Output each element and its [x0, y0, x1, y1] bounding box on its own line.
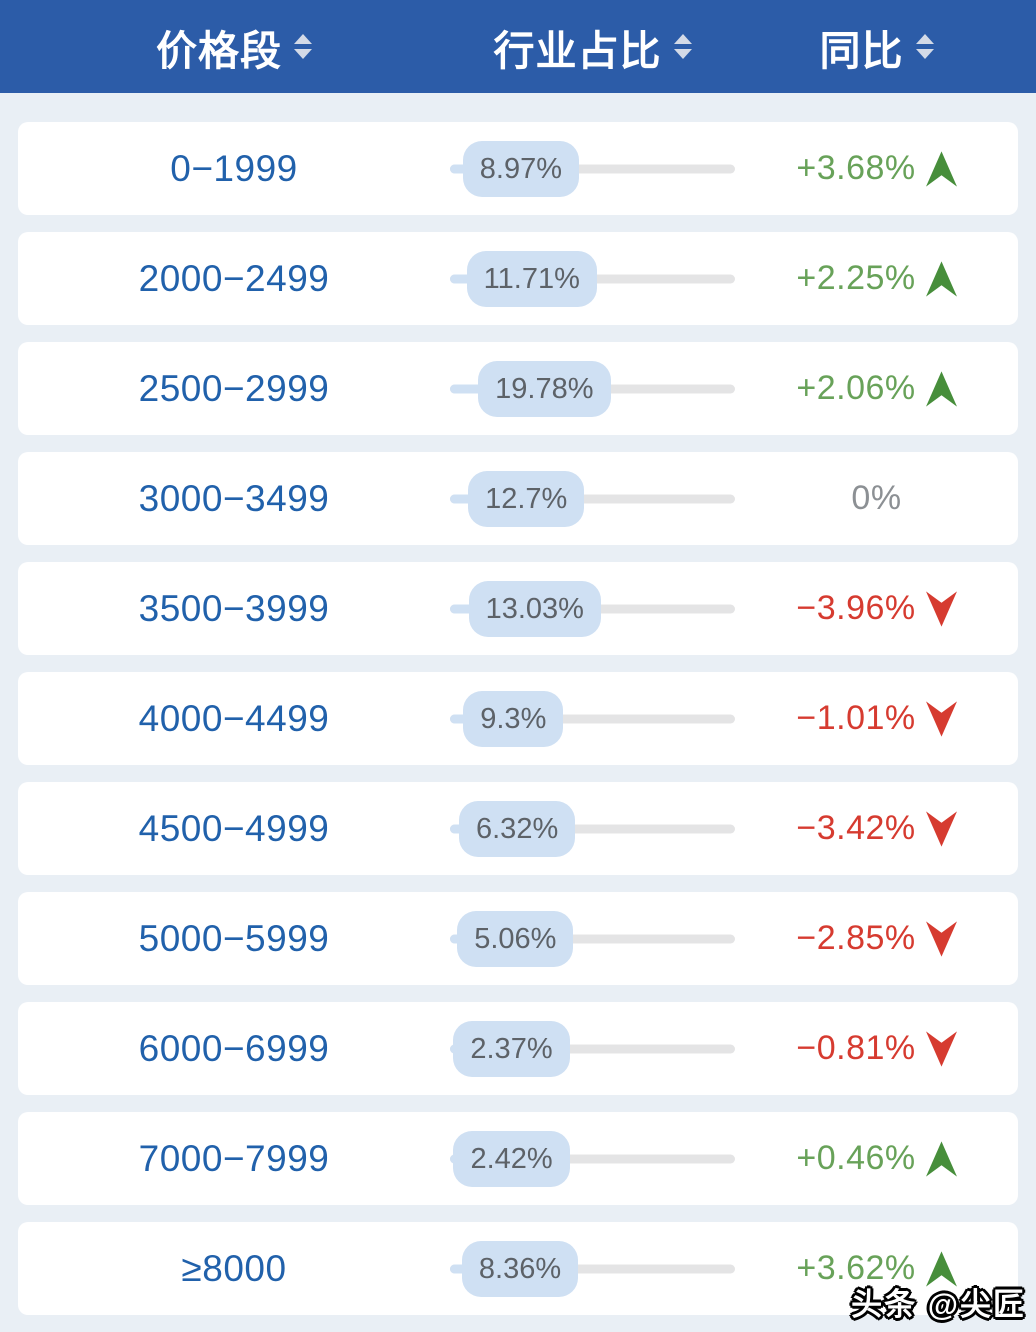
share-bar: 19.78%	[450, 342, 735, 435]
sort-icon[interactable]	[673, 34, 692, 59]
table-header: 价格段 行业占比 同比	[0, 0, 1036, 93]
sort-icon[interactable]	[915, 34, 934, 59]
price-range-label: 2000−2499	[138, 257, 330, 299]
table-row: 6000−6999 2.37% −0.81%	[18, 1002, 1018, 1095]
price-range-label: 0−1999	[170, 147, 298, 189]
table-body: 0−1999 8.97% +3.68% 2000−2499 11.71% +	[0, 93, 1036, 1315]
share-bar-track	[450, 1044, 735, 1053]
price-range-label: 5000−5999	[138, 917, 330, 959]
share-value-pill: 13.03%	[468, 580, 601, 637]
share-value-pill: 19.78%	[478, 360, 611, 417]
column-header-yoy[interactable]: 同比	[735, 17, 1018, 77]
table-row: 7000−7999 2.42% +0.46%	[18, 1112, 1018, 1205]
share-bar: 6.32%	[450, 782, 735, 875]
yoy-change-label: +2.25%	[796, 259, 916, 297]
trend-arrow-icon	[925, 1030, 957, 1067]
trend-arrow-icon	[925, 700, 957, 737]
table-row: 2500−2999 19.78% +2.06%	[18, 342, 1018, 435]
share-bar: 2.42%	[450, 1112, 735, 1205]
share-value-pill: 9.3%	[463, 690, 564, 747]
yoy-change-cell: −1.01%	[735, 672, 1018, 765]
share-value-pill: 5.06%	[457, 910, 574, 967]
trend-arrow-icon	[925, 810, 957, 847]
yoy-change-label: +3.68%	[796, 149, 916, 187]
yoy-change-cell: +2.06%	[735, 342, 1018, 435]
yoy-change-label: −0.81%	[796, 1029, 916, 1067]
yoy-change-cell: −3.96%	[735, 562, 1018, 655]
yoy-change-label: +0.46%	[796, 1139, 916, 1177]
trend-arrow-icon	[925, 150, 957, 187]
yoy-change-cell: +0.46%	[735, 1112, 1018, 1205]
column-header-price-range[interactable]: 价格段	[18, 17, 450, 77]
price-range-label: 4500−4999	[138, 807, 330, 849]
share-bar: 2.37%	[450, 1002, 735, 1095]
share-value-pill: 8.97%	[462, 140, 580, 197]
share-bar: 11.71%	[450, 232, 735, 325]
yoy-change-cell: +3.68%	[735, 122, 1018, 215]
trend-arrow-icon	[925, 1250, 957, 1287]
sort-icon[interactable]	[294, 34, 312, 59]
watermark: 头条 @尖匠	[851, 1287, 1026, 1322]
table-row: ≥8000 8.36% +3.62%	[18, 1222, 1018, 1315]
table-row: 4000−4499 9.3% −1.01%	[18, 672, 1018, 765]
share-value-pill: 2.42%	[453, 1130, 570, 1187]
share-bar: 8.97%	[450, 122, 735, 215]
yoy-change-cell: 0%	[735, 452, 1018, 545]
yoy-change-label: −1.01%	[796, 699, 916, 737]
share-bar-fill	[450, 384, 505, 393]
price-range-label: 6000−6999	[138, 1027, 330, 1069]
trend-arrow-icon	[925, 370, 957, 407]
share-bar: 9.3%	[450, 672, 735, 765]
trend-arrow-icon	[925, 590, 957, 627]
trend-arrow-icon	[925, 260, 957, 297]
price-range-label: 3000−3499	[138, 477, 330, 519]
share-bar-track	[450, 164, 735, 173]
yoy-change-label: +2.06%	[796, 369, 916, 407]
share-bar: 8.36%	[450, 1222, 735, 1315]
table-row: 4500−4999 6.32% −3.42%	[18, 782, 1018, 875]
trend-arrow-icon	[925, 920, 957, 957]
price-range-label: 2500−2999	[138, 367, 330, 409]
yoy-change-cell: −2.85%	[735, 892, 1018, 985]
table-row: 3500−3999 13.03% −3.96%	[18, 562, 1018, 655]
share-bar-track	[450, 1264, 735, 1273]
table-row: 0−1999 8.97% +3.68%	[18, 122, 1018, 215]
share-bar-track	[450, 934, 735, 943]
share-value-pill: 6.32%	[459, 800, 576, 857]
yoy-change-cell: −0.81%	[735, 1002, 1018, 1095]
yoy-change-label: 0%	[851, 479, 902, 517]
column-header-price-range-label: 价格段	[156, 27, 282, 74]
share-value-pill: 2.37%	[453, 1020, 570, 1077]
table-row: 5000−5999 5.06% −2.85%	[18, 892, 1018, 985]
trend-arrow-icon	[925, 1140, 957, 1177]
price-range-label: 3500−3999	[138, 587, 330, 629]
yoy-change-label: −3.42%	[796, 809, 916, 847]
price-range-label: ≥8000	[181, 1247, 287, 1289]
share-bar: 12.7%	[450, 452, 735, 545]
share-bar: 5.06%	[450, 892, 735, 985]
price-range-label: 7000−7999	[138, 1137, 330, 1179]
yoy-change-label: −2.85%	[796, 919, 916, 957]
yoy-change-label: −3.96%	[796, 589, 916, 627]
share-value-pill: 8.36%	[461, 1240, 579, 1297]
share-bar-track	[450, 824, 735, 833]
share-bar-track	[450, 494, 735, 503]
yoy-change-cell: −3.42%	[735, 782, 1018, 875]
yoy-change-cell: +2.25%	[735, 232, 1018, 325]
column-header-yoy-label: 同比	[819, 27, 904, 74]
share-value-pill: 12.7%	[468, 470, 585, 527]
share-bar: 13.03%	[450, 562, 735, 655]
column-header-industry-share-label: 行业占比	[493, 27, 662, 74]
share-bar-track	[450, 714, 735, 723]
share-value-pill: 11.71%	[466, 250, 597, 307]
table-row: 2000−2499 11.71% +2.25%	[18, 232, 1018, 325]
share-bar-track	[450, 1154, 735, 1163]
table-row: 3000−3499 12.7% 0%	[18, 452, 1018, 545]
yoy-change-cell: +3.62%	[735, 1222, 1018, 1315]
yoy-change-label: +3.62%	[796, 1249, 916, 1287]
price-range-label: 4000−4499	[138, 697, 330, 739]
column-header-industry-share[interactable]: 行业占比	[450, 17, 735, 77]
